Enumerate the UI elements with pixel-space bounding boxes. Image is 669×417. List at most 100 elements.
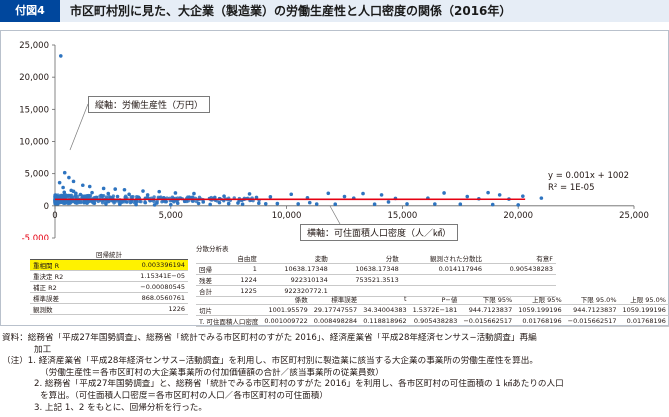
table-header-cell: 係数 bbox=[261, 294, 311, 305]
scatter-point bbox=[141, 189, 145, 193]
table-cell bbox=[401, 274, 485, 286]
table-header-cell bbox=[196, 253, 224, 264]
table-cell: 29.17747557 bbox=[310, 304, 361, 316]
scatter-point bbox=[90, 190, 94, 195]
scatter-point bbox=[76, 199, 80, 204]
scatter-point bbox=[59, 199, 64, 204]
table-header-row: 係数 標準誤差 t P−値 下限 95% 上限 95% 下限 95.0% 上限 95.0% bbox=[196, 294, 669, 305]
table-row: 観測数 1226 bbox=[30, 303, 188, 315]
note-3: 3. 上記 1、2 をもとに、回帰分析を行った。 bbox=[34, 402, 207, 413]
y-tick-label: -5,000 bbox=[22, 234, 49, 240]
table-cell: 0.905438283 bbox=[409, 315, 461, 327]
note-source-cont: 加工 bbox=[34, 344, 52, 355]
anova-title: 分散分析表 bbox=[196, 245, 229, 253]
scatter-point bbox=[275, 201, 280, 206]
scatter-point bbox=[187, 195, 192, 199]
scatter-point bbox=[192, 191, 196, 196]
scatter-point bbox=[361, 191, 365, 196]
scatter-point bbox=[118, 202, 122, 207]
y-tick-label: 25,000 bbox=[19, 41, 49, 51]
scatter-point bbox=[157, 189, 162, 194]
scatter-point bbox=[289, 192, 294, 197]
scatter-point bbox=[88, 193, 93, 198]
table-row: 補正 R2 −0.00080545 bbox=[30, 281, 188, 293]
x-tick-label: 15,000 bbox=[388, 211, 418, 221]
scatter-point bbox=[87, 184, 92, 189]
y-callout-leader bbox=[69, 103, 89, 151]
table-row: 標準誤差 868.0560761 bbox=[30, 292, 188, 304]
scatter-point bbox=[386, 200, 391, 204]
stat-value: 1226 bbox=[95, 303, 188, 315]
table-cell: 1059.199196 bbox=[515, 304, 565, 316]
coefficients-table: 係数 標準誤差 t P−値 下限 95% 上限 95% 下限 95.0% 上限 95.0% 切片… bbox=[196, 294, 669, 327]
scatter-point bbox=[208, 202, 212, 207]
scatter-point bbox=[222, 194, 226, 198]
table-cell bbox=[484, 274, 556, 286]
scatter-point bbox=[372, 202, 377, 207]
table-cell: 0.905438283 bbox=[484, 263, 556, 275]
stat-label: 重相関 R bbox=[30, 260, 96, 271]
table-cell: 922310134 bbox=[259, 274, 331, 286]
scatter-point bbox=[442, 191, 446, 195]
scatter-point bbox=[143, 200, 148, 205]
scatter-point bbox=[94, 195, 99, 200]
scatter-point bbox=[127, 192, 131, 197]
scatter-point bbox=[53, 194, 57, 198]
scatter-point bbox=[99, 193, 104, 198]
scatter-point bbox=[53, 200, 57, 204]
scatter-point bbox=[379, 193, 384, 197]
table-cell: 10638.17348 bbox=[259, 263, 331, 275]
table-header-cell: 有意F bbox=[484, 253, 556, 264]
table-cell: −0.015662517 bbox=[460, 315, 516, 327]
stat-value: 868.0560761 bbox=[95, 292, 188, 304]
scatter-point bbox=[226, 201, 231, 206]
table-header-cell bbox=[196, 294, 262, 305]
y-tick-label: 10,000 bbox=[19, 138, 49, 148]
trendline-r2: R² = 1E-05 bbox=[548, 183, 595, 193]
stat-value: 1.15341E−05 bbox=[95, 270, 188, 282]
scatter-point bbox=[106, 200, 110, 204]
x-tick-label: 25,000 bbox=[619, 211, 649, 221]
table-row: 回帰 1 10638.17348 10638.17348 0.014117946 0.90… bbox=[196, 263, 556, 275]
table-cell: 0.118818962 bbox=[360, 315, 410, 327]
scatter-point bbox=[213, 195, 217, 200]
scatter-point bbox=[521, 194, 525, 198]
y-tick-label: 20,000 bbox=[19, 73, 49, 83]
x-callout-leader bbox=[329, 205, 341, 225]
scatter-point bbox=[159, 195, 163, 199]
table-header-cell: 自由度 bbox=[223, 253, 260, 264]
scatter-point bbox=[201, 200, 206, 204]
scatter-point bbox=[405, 202, 409, 206]
scatter-point bbox=[257, 201, 261, 206]
table-cell: 10638.17348 bbox=[330, 263, 402, 275]
table-header-cell: 下限 95.0% bbox=[564, 294, 620, 305]
note-1: （注）1. 経済産業省「平成28年経済センサス−活動調査」を利用し、市区町村別に… bbox=[2, 356, 538, 367]
note-1-cont: （労働生産性＝各市区町村の大企業事業所の付加価値額の合計／該当事業所の従業員数） bbox=[40, 367, 384, 378]
table-cell: −0.015662517 bbox=[564, 315, 620, 327]
scatter-point bbox=[100, 201, 105, 205]
table-header-cell: 下限 95% bbox=[460, 294, 516, 305]
scatter-point bbox=[136, 195, 141, 199]
trendline-equation: y = 0.001x + 1002 bbox=[548, 171, 630, 181]
x-tick-label: 5,000 bbox=[159, 211, 183, 221]
scatter-point bbox=[57, 180, 62, 185]
scatter-point bbox=[83, 194, 87, 198]
scatter-point bbox=[217, 200, 222, 205]
x-axis-callout: 横軸：可住面積人口密度（人／㎢） bbox=[300, 224, 459, 241]
table-row: 切片 1001.95579 29.17747557 34.34004383 1.5372… bbox=[196, 304, 669, 316]
figure-title: 市区町村別に見た、大企業（製造業）の労働生産性と人口密度の関係（2016年） bbox=[70, 4, 512, 18]
table-header-cell: t bbox=[360, 294, 410, 305]
scatter-point bbox=[68, 201, 73, 205]
scatter-point bbox=[196, 201, 201, 206]
scatter-point bbox=[124, 200, 129, 204]
scatter-chart: 25,000 20,000 15,000 10,000 5,000 0 -5,000 0 5,0… bbox=[19, 41, 649, 240]
stat-label: 重決定 R2 bbox=[30, 270, 96, 282]
scatter-point bbox=[333, 202, 338, 207]
scatter-point bbox=[92, 201, 97, 206]
table-cell: 34.34004383 bbox=[360, 304, 410, 316]
scatter-point bbox=[486, 190, 490, 195]
stat-label: 標準誤差 bbox=[30, 292, 96, 304]
scatter-point bbox=[106, 191, 111, 196]
scatter-point bbox=[465, 194, 470, 199]
scatter-point bbox=[307, 200, 312, 205]
